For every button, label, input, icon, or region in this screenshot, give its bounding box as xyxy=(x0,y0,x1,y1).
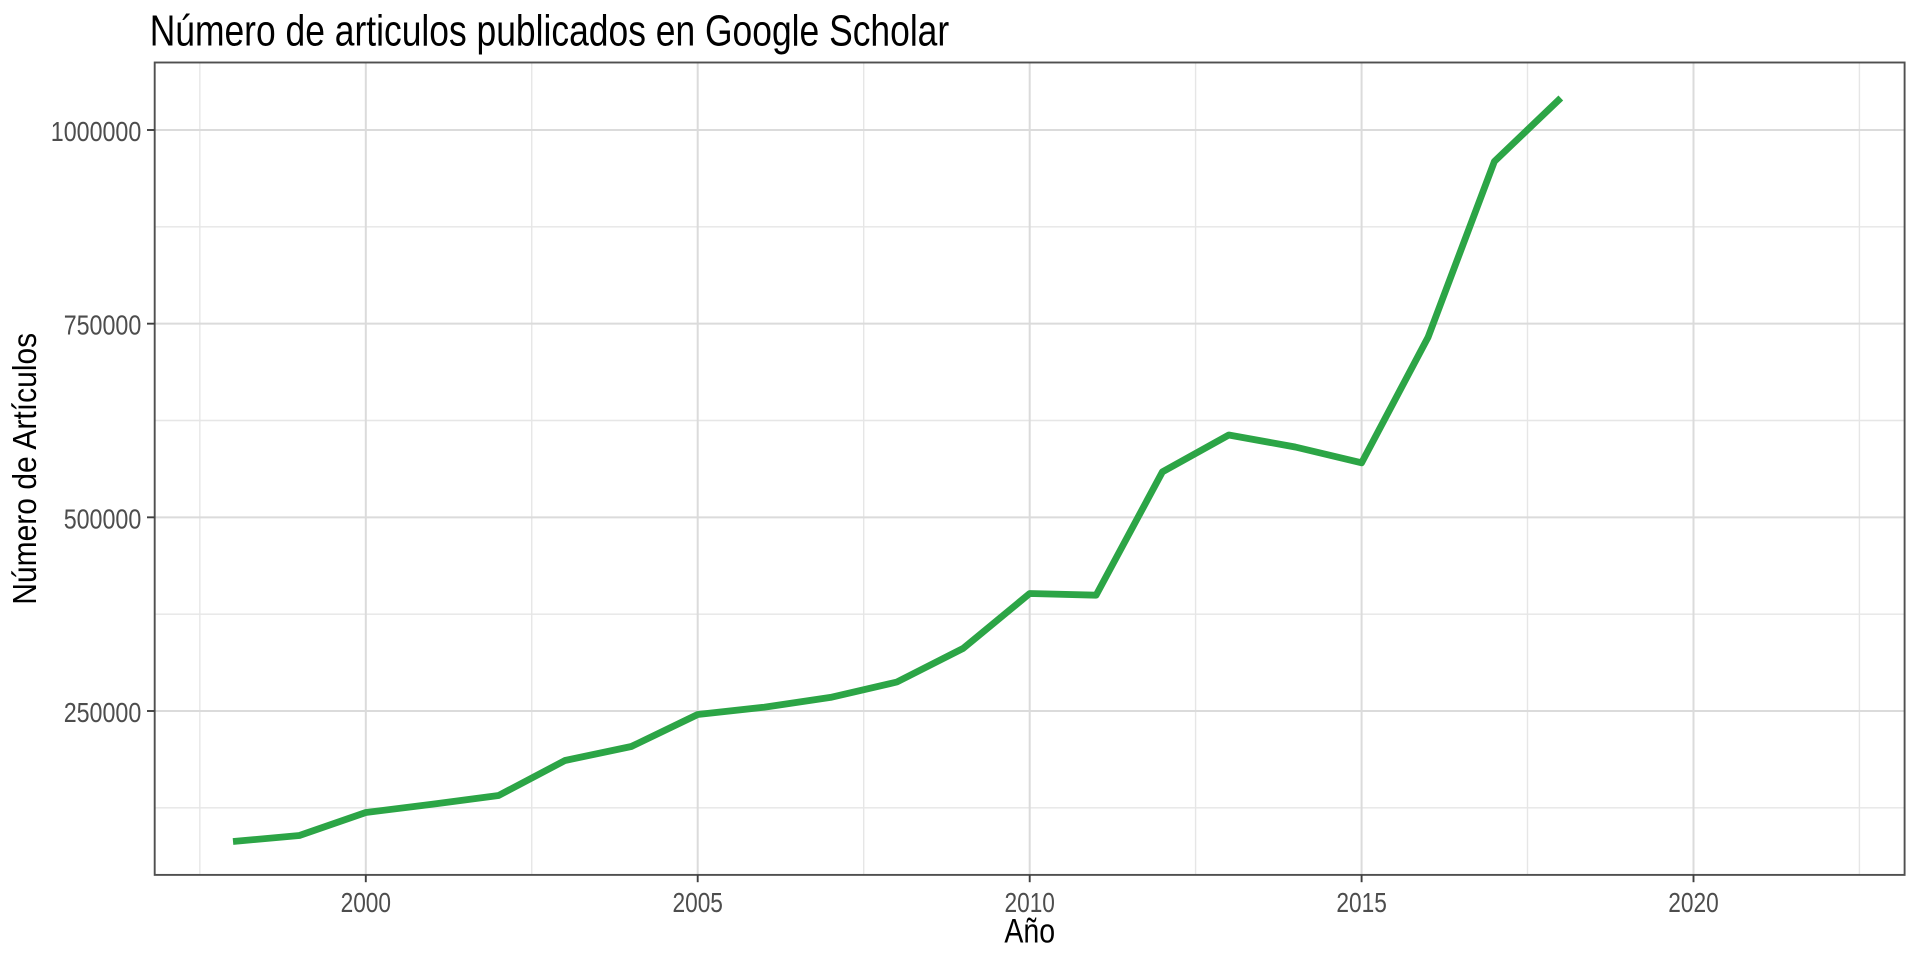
svg-text:Número de Artículos: Número de Artículos xyxy=(6,333,43,605)
svg-text:2015: 2015 xyxy=(1336,887,1386,918)
svg-text:Número de articulos publicados: Número de articulos publicados en Google… xyxy=(150,7,950,56)
svg-text:2010: 2010 xyxy=(1005,887,1055,918)
svg-text:250000: 250000 xyxy=(64,697,142,728)
svg-text:750000: 750000 xyxy=(64,310,142,341)
svg-text:2000: 2000 xyxy=(341,887,391,918)
svg-text:2020: 2020 xyxy=(1668,887,1718,918)
svg-text:2005: 2005 xyxy=(673,887,723,918)
svg-text:1000000: 1000000 xyxy=(51,116,142,147)
svg-text:500000: 500000 xyxy=(64,503,142,534)
svg-text:Año: Año xyxy=(1004,913,1055,951)
